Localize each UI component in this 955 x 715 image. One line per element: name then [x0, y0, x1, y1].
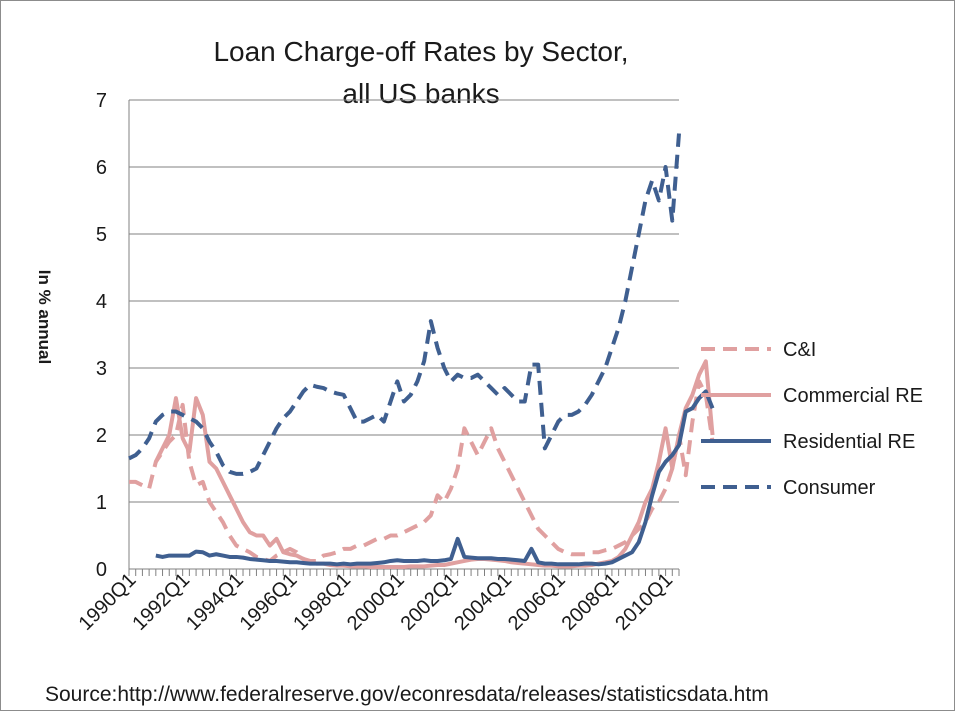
x-tick-label: 2002Q1: [397, 569, 463, 635]
source-note: Source:http://www.federalreserve.gov/eco…: [45, 683, 769, 706]
legend-label: C&I: [783, 339, 816, 361]
x-tick-label: 1992Q1: [128, 569, 194, 635]
legend-label: Consumer: [783, 477, 876, 499]
x-tick-label: 1990Q1: [75, 569, 141, 635]
series-c-i: [129, 379, 715, 563]
series-residential-re: [155, 389, 715, 567]
y-tick-label: 7: [96, 90, 107, 112]
x-tick-label: 2000Q1: [343, 569, 409, 635]
legend-label: Residential RE: [783, 431, 915, 453]
y-tick-label: 6: [96, 157, 107, 179]
y-tick-label: 4: [96, 291, 107, 313]
y-axis-label: In % annual: [35, 270, 54, 364]
gridlines: [129, 99, 679, 503]
x-tick-label: 2006Q1: [504, 569, 570, 635]
y-tick-label: 3: [96, 358, 107, 380]
x-tick-label: 2004Q1: [450, 569, 516, 635]
x-tick-label: 1998Q1: [289, 569, 355, 635]
x-tick-label: 1994Q1: [182, 569, 248, 635]
legend-label: Commercial RE: [783, 385, 923, 407]
chart-title: Loan Charge-off Rates by Sector,: [213, 36, 628, 67]
series-commercial-re: [154, 359, 715, 569]
y-tick-label: 0: [96, 559, 107, 581]
x-tick-label: 2010Q1: [611, 569, 677, 635]
series-lines: [128, 133, 715, 569]
y-tick-label: 1: [96, 492, 107, 514]
series-consumer: [128, 133, 681, 476]
x-tick-label: 2008Q1: [558, 569, 624, 635]
x-tick-label: 1996Q1: [236, 569, 302, 635]
chart-subtitle: all US banks: [342, 78, 499, 109]
y-tick-label: 2: [96, 425, 107, 447]
y-axis-ticks: 0 1 2 3 4 5 6 7: [96, 90, 107, 581]
legend: C&I Commercial RE Residential RE Consumer: [701, 339, 923, 499]
y-tick-label: 5: [96, 224, 107, 246]
